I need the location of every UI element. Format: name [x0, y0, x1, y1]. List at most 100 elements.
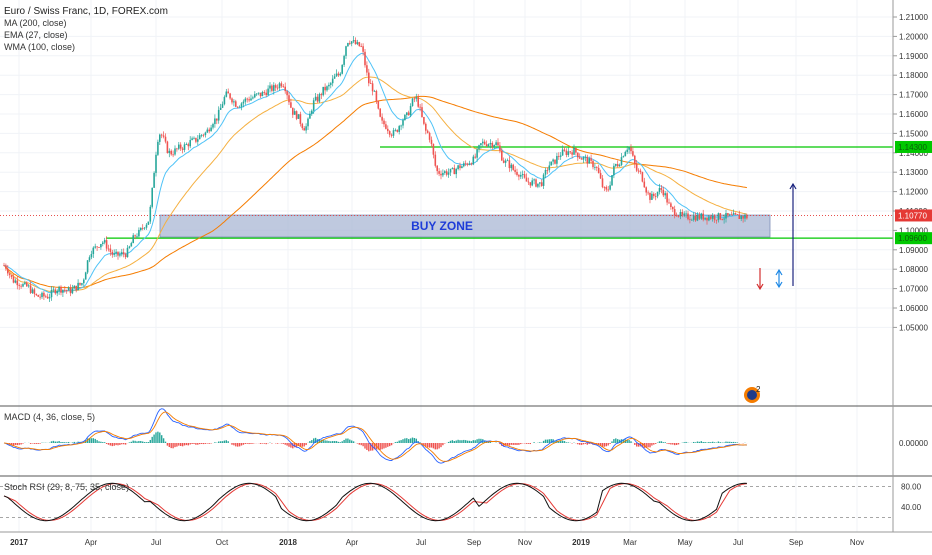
candle-body[interactable] [195, 138, 197, 142]
candle-body[interactable] [334, 76, 336, 78]
candle-body[interactable] [13, 277, 15, 283]
candle-body[interactable] [645, 187, 647, 192]
candle-body[interactable] [210, 128, 212, 132]
candle-body[interactable] [623, 156, 625, 157]
candle-body[interactable] [558, 156, 560, 157]
candle-body[interactable] [207, 130, 209, 133]
candle-body[interactable] [269, 86, 271, 89]
candle-body[interactable] [568, 151, 570, 155]
candle-body[interactable] [55, 290, 57, 294]
candle-body[interactable] [277, 88, 279, 89]
candle-body[interactable] [594, 167, 596, 168]
candle-body[interactable] [153, 173, 155, 188]
candle-body[interactable] [260, 93, 262, 96]
candle-body[interactable] [89, 257, 91, 260]
candle-body[interactable] [621, 157, 623, 165]
candle-body[interactable] [585, 157, 587, 158]
candle-body[interactable] [530, 182, 532, 185]
candle-body[interactable] [592, 161, 594, 167]
candle-body[interactable] [326, 86, 328, 90]
candle-body[interactable] [666, 193, 668, 202]
candle-body[interactable] [85, 272, 87, 279]
candle-body[interactable] [549, 166, 551, 171]
candle-body[interactable] [579, 157, 581, 158]
candle-body[interactable] [22, 284, 24, 287]
candle-body[interactable] [469, 163, 471, 164]
candle-body[interactable] [275, 85, 277, 88]
candle-body[interactable] [169, 151, 171, 153]
candle-body[interactable] [410, 106, 412, 115]
candle-body[interactable] [258, 93, 260, 94]
candle-body[interactable] [640, 171, 642, 172]
candle-body[interactable] [740, 216, 742, 219]
candle-body[interactable] [174, 148, 176, 154]
candle-body[interactable] [634, 156, 636, 164]
candle-body[interactable] [476, 149, 478, 157]
candle-body[interactable] [150, 207, 152, 222]
candle-body[interactable] [264, 92, 266, 93]
candle-body[interactable] [383, 121, 385, 125]
candle-body[interactable] [492, 143, 494, 147]
candle-body[interactable] [714, 216, 716, 220]
candle-body[interactable] [370, 83, 372, 84]
candle-body[interactable] [400, 126, 402, 127]
candle-body[interactable] [220, 108, 222, 110]
candle-body[interactable] [66, 290, 68, 291]
candle-body[interactable] [729, 214, 731, 215]
candle-body[interactable] [180, 145, 182, 149]
candle-body[interactable] [419, 107, 421, 108]
candle-body[interactable] [454, 168, 456, 174]
candle-body[interactable] [70, 287, 72, 293]
candle-body[interactable] [647, 193, 649, 194]
candle-body[interactable] [3, 265, 5, 266]
candle-body[interactable] [313, 100, 315, 110]
candle-body[interactable] [98, 247, 100, 248]
candle-body[interactable] [100, 244, 102, 247]
candle-body[interactable] [349, 43, 351, 44]
candle-body[interactable] [444, 171, 446, 173]
candle-body[interactable] [490, 143, 492, 144]
candle-body[interactable] [416, 97, 418, 98]
candle-body[interactable] [322, 87, 324, 95]
candle-body[interactable] [664, 193, 666, 195]
candle-body[interactable] [385, 124, 387, 129]
candle-body[interactable] [630, 148, 632, 152]
candle-body[interactable] [560, 156, 562, 157]
candle-body[interactable] [398, 126, 400, 132]
candle-body[interactable] [687, 213, 689, 219]
candle-body[interactable] [402, 120, 404, 125]
candle-body[interactable] [201, 135, 203, 136]
candle-body[interactable] [157, 142, 159, 155]
candle-body[interactable] [606, 187, 608, 189]
candle-body[interactable] [617, 164, 619, 166]
candle-body[interactable] [136, 236, 138, 237]
candle-body[interactable] [303, 128, 305, 130]
candle-body[interactable] [531, 180, 533, 185]
candle-body[interactable] [353, 40, 355, 41]
candle-body[interactable] [256, 94, 258, 95]
candle-body[interactable] [129, 247, 131, 248]
candle-body[interactable] [36, 294, 38, 295]
candle-body[interactable] [393, 130, 395, 136]
candle-body[interactable] [96, 246, 98, 247]
candle-body[interactable] [138, 230, 140, 236]
candle-body[interactable] [676, 215, 678, 216]
candle-body[interactable] [302, 124, 304, 128]
candle-body[interactable] [324, 87, 326, 90]
candle-body[interactable] [514, 170, 516, 172]
candle-body[interactable] [315, 97, 317, 100]
candle-body[interactable] [340, 74, 342, 76]
candle-body[interactable] [518, 175, 520, 177]
candle-body[interactable] [292, 108, 294, 115]
candle-body[interactable] [112, 252, 114, 255]
candle-body[interactable] [564, 150, 566, 151]
candle-body[interactable] [284, 87, 286, 91]
candle-body[interactable] [642, 172, 644, 182]
candle-body[interactable] [408, 112, 410, 115]
candle-body[interactable] [83, 280, 85, 284]
candle-body[interactable] [77, 283, 79, 290]
candle-body[interactable] [397, 130, 399, 132]
candle-body[interactable] [429, 133, 431, 140]
candle-body[interactable] [281, 83, 283, 86]
candle-body[interactable] [524, 174, 526, 177]
